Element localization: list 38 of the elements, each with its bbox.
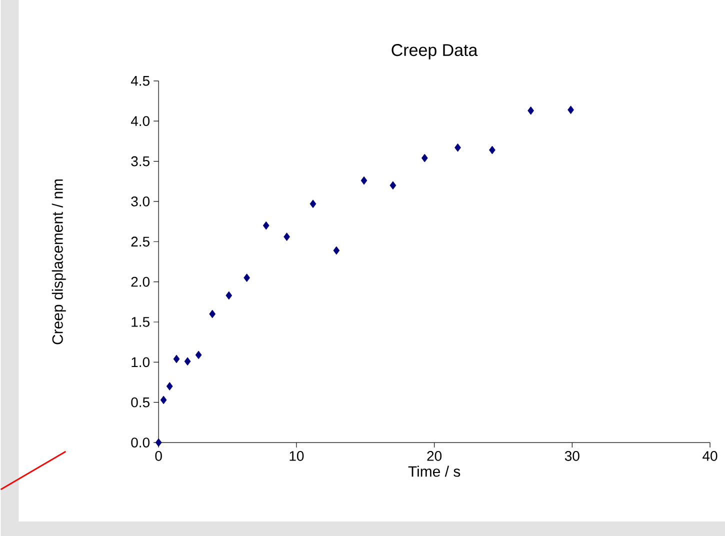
point xyxy=(166,382,173,390)
y-tick-label: 2.5 xyxy=(131,236,150,246)
point xyxy=(360,176,368,185)
point xyxy=(489,146,496,154)
point xyxy=(333,246,340,254)
point xyxy=(421,154,428,162)
point xyxy=(184,356,191,366)
point xyxy=(454,143,461,152)
y-axis-title: Creep displacement / nm xyxy=(52,179,66,344)
point xyxy=(390,180,396,190)
y-tick-label: 4.5 xyxy=(130,76,150,86)
y-tick-label: 0.0 xyxy=(131,437,150,448)
x-tick-label: 20 xyxy=(427,450,442,461)
point xyxy=(262,221,270,230)
y-tick-label: 3.5 xyxy=(131,156,150,166)
y-tick-label: 4.0 xyxy=(130,116,150,126)
x-tick-label: 0 xyxy=(155,450,162,461)
x-tick-label: 30 xyxy=(564,450,580,461)
chart-title: Creep Data xyxy=(392,44,478,60)
y-tick-label: 2.0 xyxy=(131,276,150,287)
y-tick-label: 1.0 xyxy=(132,356,150,367)
x-axis-title: Time / s xyxy=(408,466,460,477)
y-tick-label: 0.5 xyxy=(131,397,150,408)
point xyxy=(528,106,534,115)
y-tick-label: 1.5 xyxy=(132,316,150,327)
point xyxy=(195,350,202,359)
point xyxy=(209,310,216,318)
x-tick-label: 40 xyxy=(702,450,718,461)
point xyxy=(244,273,250,282)
point xyxy=(226,291,232,300)
y-tick-label: 3.0 xyxy=(131,196,150,206)
point xyxy=(173,354,180,363)
x-tick-label: 10 xyxy=(290,450,304,461)
point xyxy=(284,232,290,241)
point xyxy=(160,396,167,404)
point xyxy=(155,438,162,447)
point xyxy=(568,105,574,114)
point xyxy=(310,199,316,208)
